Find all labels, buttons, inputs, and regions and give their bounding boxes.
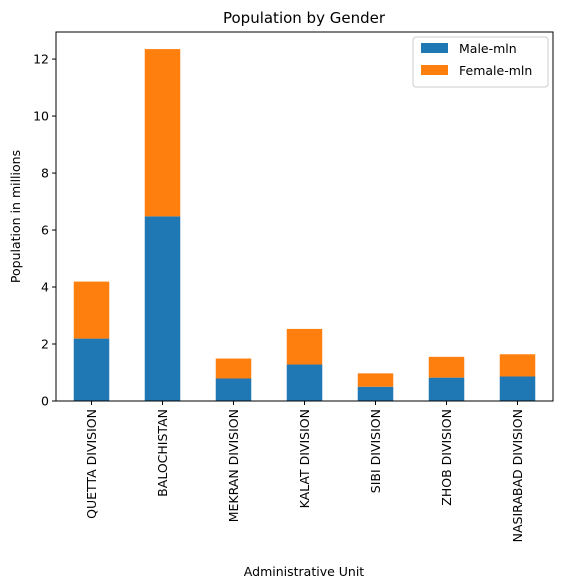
legend-swatch-male <box>421 43 448 53</box>
bar-female-mln-0 <box>73 281 110 339</box>
y-tick-label: 2 <box>41 337 49 352</box>
y-axis-ticks: 0 2 4 6 8 10 12 <box>33 52 56 409</box>
x-tick-label: ZHOB DIVISION <box>439 409 454 506</box>
bar-male-mln-4 <box>357 386 394 401</box>
bar-female-mln-4 <box>357 373 394 387</box>
x-tick-label: BALOCHISTAN <box>155 409 170 497</box>
x-axis-ticks: QUETTA DIVISION BALOCHISTAN MEKRAN DIVISIO… <box>84 401 525 542</box>
bar-male-mln-3 <box>286 364 323 401</box>
x-tick-label: QUETTA DIVISION <box>84 409 99 519</box>
bar-male-mln-5 <box>428 377 465 401</box>
y-tick-label: 10 <box>33 109 49 124</box>
x-tick-label: NASIRABAD DIVISION <box>510 409 525 542</box>
y-tick-label: 0 <box>41 394 49 409</box>
bar-female-mln-6 <box>499 354 536 377</box>
bars-group <box>73 49 536 401</box>
y-tick-label: 12 <box>33 52 49 67</box>
legend-label-female: Female-mln <box>459 63 532 78</box>
x-tick-label: KALAT DIVISION <box>297 409 312 508</box>
x-tick-label: MEKRAN DIVISION <box>226 409 241 522</box>
bar-female-mln-1 <box>144 49 181 217</box>
bar-male-mln-2 <box>215 378 252 401</box>
y-tick-label: 6 <box>41 223 49 238</box>
bar-male-mln-0 <box>73 338 110 401</box>
bar-female-mln-2 <box>215 358 252 379</box>
bar-male-mln-1 <box>144 216 181 401</box>
bar-male-mln-6 <box>499 376 536 401</box>
plot-frame <box>55 31 554 402</box>
bar-female-mln-3 <box>286 328 323 365</box>
legend-swatch-female <box>421 65 448 75</box>
x-axis-label: Administrative Unit <box>244 564 365 579</box>
y-tick-label: 4 <box>41 280 49 295</box>
legend-label-male: Male-mln <box>459 41 517 56</box>
y-axis-label: Population in millions <box>8 150 23 283</box>
chart-title: Population by Gender <box>223 9 386 27</box>
legend: Male-mln Female-mln <box>412 36 549 88</box>
x-tick-label: SIBI DIVISION <box>368 409 383 493</box>
bar-female-mln-5 <box>428 356 465 378</box>
y-tick-label: 8 <box>41 166 49 181</box>
